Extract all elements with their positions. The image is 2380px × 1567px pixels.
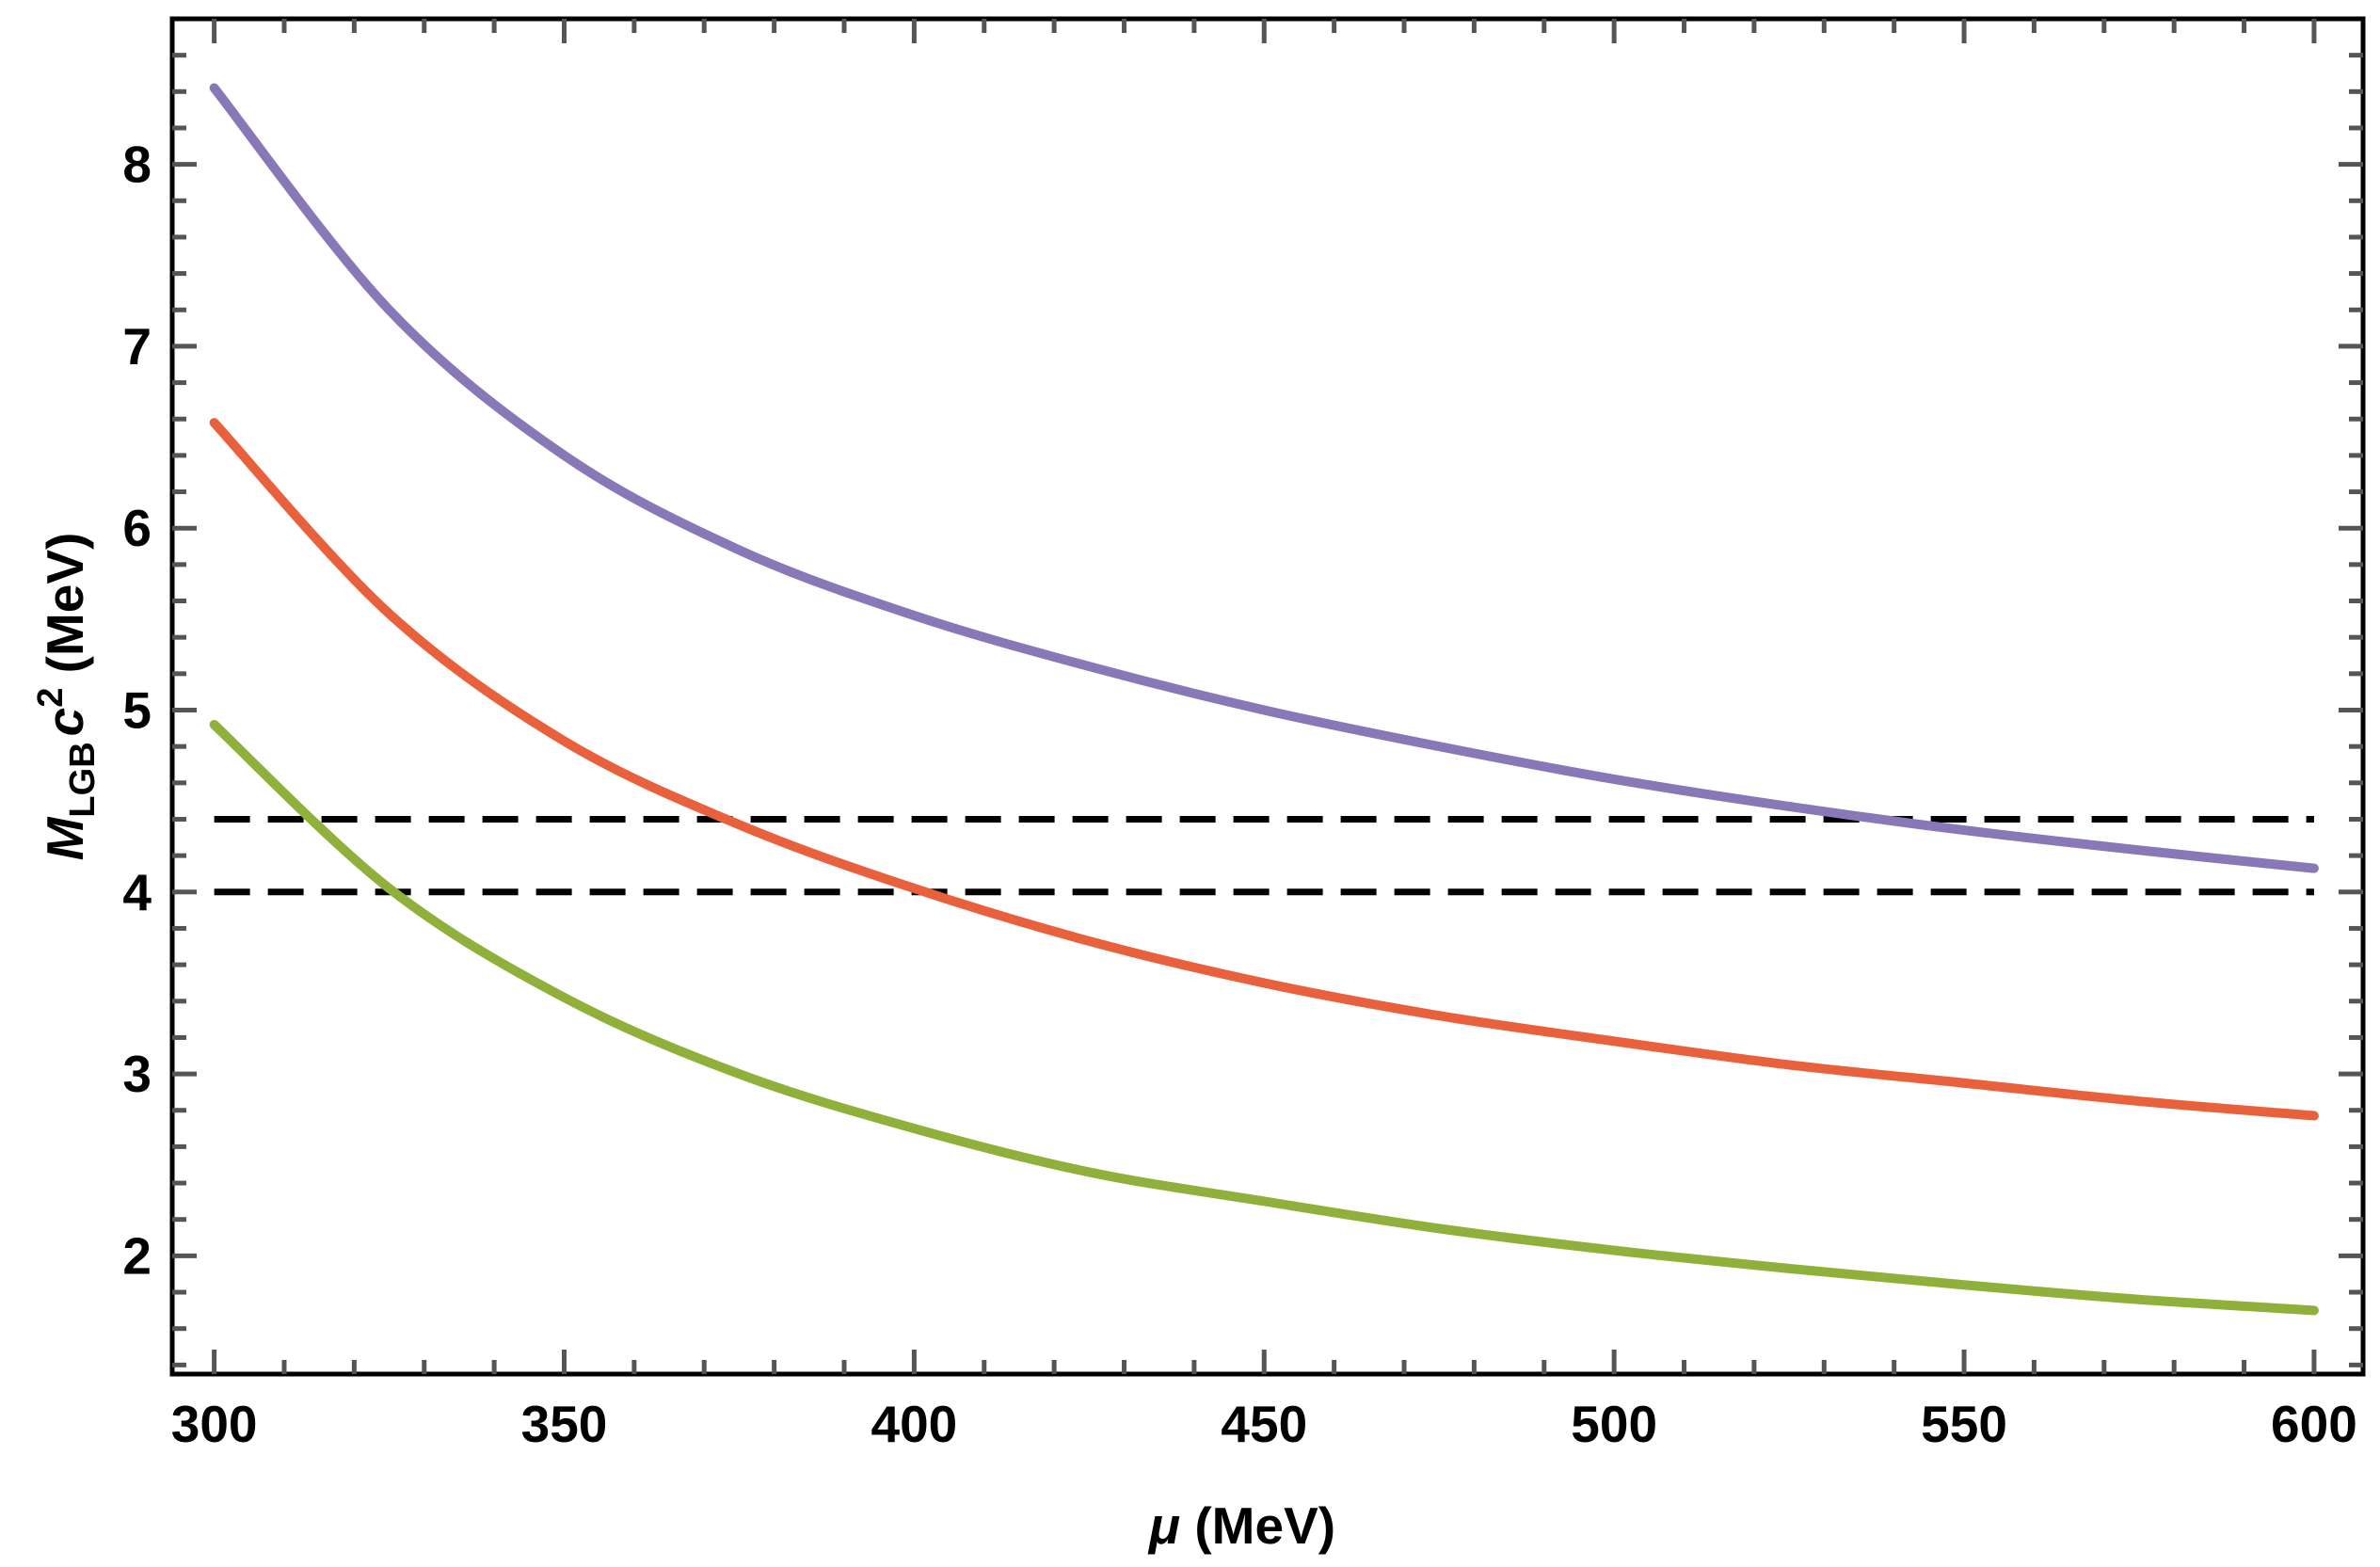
- y-tick-labels: 2 3 4 5 6 7 8: [122, 136, 152, 1286]
- series-line-3: [209, 719, 2319, 1316]
- plot-frame: [169, 16, 2366, 1377]
- x-tick-label: 550: [1921, 1395, 2007, 1453]
- y-tick-label: 7: [122, 317, 152, 376]
- y-tick-label: 4: [122, 863, 152, 921]
- y-axis-label: MLGBc2 (MeV): [31, 533, 103, 861]
- y-tick-label: 5: [122, 680, 152, 739]
- x-tick-label: 400: [871, 1395, 958, 1453]
- x-tick-label: 350: [521, 1395, 608, 1453]
- x-tick-label: 600: [2271, 1395, 2357, 1453]
- reference-lines: [214, 815, 2314, 896]
- data-series: [209, 83, 2319, 1316]
- x-tick-label: 450: [1221, 1395, 1307, 1453]
- series-line-1: [209, 83, 2319, 873]
- y-tick-label: 3: [122, 1045, 152, 1103]
- x-tick-label: 300: [171, 1395, 258, 1453]
- x-axis-label: μ (MeV): [1147, 1496, 1335, 1555]
- x-tick-label: 500: [1571, 1395, 1657, 1453]
- x-tick-labels: 300 350 400 450 500 550 600: [171, 1395, 2357, 1453]
- axis-ticks: [172, 19, 2363, 1374]
- series-line-2: [209, 418, 2319, 1121]
- y-tick-label: 2: [122, 1226, 152, 1285]
- y-tick-label: 6: [122, 499, 152, 557]
- y-tick-label: 8: [122, 136, 152, 194]
